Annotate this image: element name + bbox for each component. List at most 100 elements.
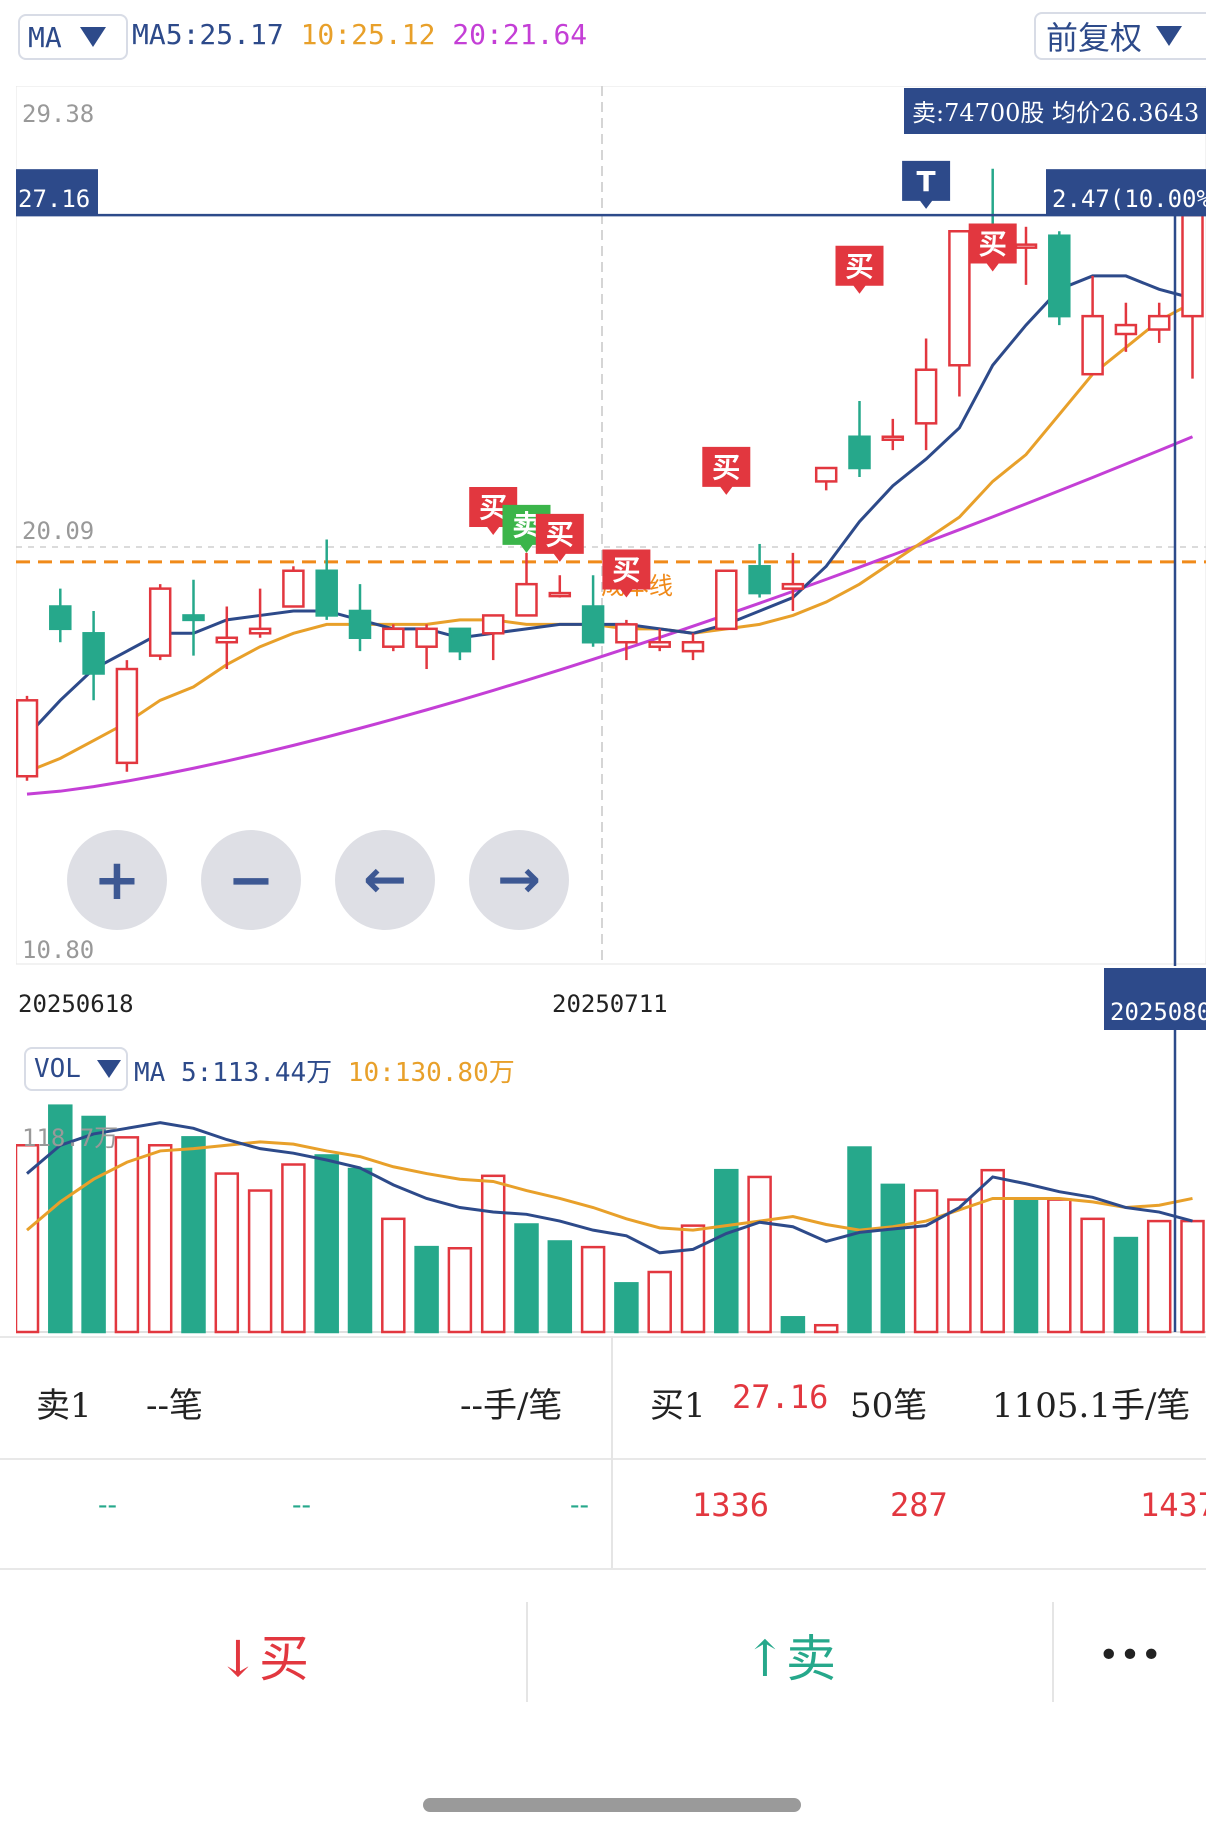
pan-right-button[interactable]: → [469, 830, 569, 930]
ma5-value: MA5:25.17 [132, 18, 284, 51]
buy1-label: 买1 [650, 1386, 706, 1426]
sell-button[interactable]: ↑卖 [744, 1630, 836, 1688]
sell1-count: --笔 [146, 1386, 203, 1426]
volume-bar [347, 1167, 373, 1334]
vol-ma10-line [26, 1140, 1193, 1232]
volume-bar [214, 1172, 240, 1334]
change-box [1046, 169, 1206, 216]
signal-marker [835, 245, 884, 294]
volume-bar [1180, 1219, 1205, 1334]
volume-bar [547, 1240, 573, 1334]
pan-left-button[interactable]: ← [335, 830, 435, 930]
date-label-current: 20250805 [1104, 968, 1206, 1032]
current-price-box [16, 169, 98, 216]
candle-body [348, 609, 372, 640]
volume-bar [480, 1174, 506, 1334]
candle-body [282, 569, 305, 608]
arrow-right-icon: → [497, 850, 541, 910]
volume-bar [16, 1144, 40, 1334]
volume-bar [1047, 1198, 1072, 1334]
trade-tooltip-box [904, 88, 1206, 134]
candle-body [49, 605, 72, 631]
indicator-select[interactable]: MA [18, 14, 128, 60]
candle-body [648, 640, 671, 648]
signal-marker [702, 446, 751, 495]
buy1-price: 27.16 [732, 1378, 829, 1416]
candle-body [948, 230, 971, 367]
volume-bar [314, 1154, 339, 1334]
candle-body [481, 614, 505, 635]
volume-bar [1080, 1217, 1105, 1334]
price-label-bottom: 10.80 [22, 936, 94, 964]
volume-bar [680, 1224, 706, 1334]
candle-body [315, 569, 338, 617]
candle-body [881, 435, 905, 441]
divider [0, 1568, 1206, 1570]
ma-values: MA5:25.17 10:25.12 20:21.64 [132, 18, 587, 51]
candle-body [148, 587, 172, 657]
volume-indicator-select[interactable]: VOL [24, 1047, 128, 1091]
chevron-down-icon [1156, 26, 1183, 46]
signal-marker [902, 160, 951, 209]
sell1-avg: --手/笔 [460, 1386, 563, 1426]
signal-marker-label: 买 [845, 250, 873, 283]
volume-bar [181, 1136, 206, 1334]
volume-bar [1146, 1219, 1172, 1334]
zoom-in-button[interactable]: + [67, 830, 167, 930]
candle-body [382, 627, 405, 648]
candle-body [781, 582, 805, 590]
buy-button[interactable]: ↓买 [217, 1630, 309, 1688]
chart-frame [16, 86, 1206, 965]
ma20-value: 20:21.64 [452, 18, 588, 51]
volume-frame [16, 1030, 1206, 1334]
candle-body [1114, 323, 1138, 336]
volume-bar [381, 1217, 406, 1334]
candle-body [914, 368, 938, 425]
signal-marker-label: 买 [546, 518, 574, 551]
adjust-select[interactable]: 前复权 [1034, 12, 1206, 60]
change-label: 2.47(10.00%) [1052, 185, 1206, 213]
ma20-line [26, 435, 1194, 796]
volume-bar [847, 1146, 872, 1334]
volume-bar [647, 1270, 672, 1334]
candle-body [115, 667, 139, 765]
volume-bar [81, 1115, 106, 1334]
volume-chart[interactable] [16, 1030, 1206, 1340]
ma10-value: 10:25.12 [300, 18, 436, 51]
more-button[interactable]: ••• [1098, 1634, 1162, 1676]
volume-bar [114, 1136, 140, 1334]
price-label-mid: 20.09 [22, 517, 94, 545]
candle-body [82, 632, 105, 675]
buy-detail: 1336 [692, 1486, 770, 1524]
home-indicator[interactable] [423, 1798, 801, 1812]
signal-marker-label: T [917, 165, 936, 198]
sell-detail: -- [570, 1488, 589, 1521]
volume-bar [947, 1198, 972, 1334]
candle-body [681, 640, 705, 653]
indicator-select-label: MA [28, 20, 62, 54]
date-label-mid: 20250711 [552, 990, 668, 1018]
divider [0, 1458, 1206, 1460]
buy-detail: 1437 [1140, 1486, 1206, 1524]
candle-body [748, 565, 771, 595]
volume-bar [580, 1245, 606, 1334]
volume-bar [747, 1175, 772, 1334]
volume-bar [980, 1168, 1005, 1334]
divider [0, 1336, 1206, 1338]
chevron-down-icon [79, 27, 106, 47]
volume-bar [247, 1189, 273, 1334]
signal-marker-label: 买 [712, 451, 740, 484]
candle-body [548, 591, 572, 598]
signal-marker [535, 513, 584, 562]
vol-ma5-line [26, 1121, 1193, 1255]
buy1-count: 50笔 [850, 1386, 928, 1426]
volume-bar [780, 1316, 806, 1334]
zoom-out-button[interactable]: − [201, 830, 301, 930]
adjust-select-label: 前复权 [1046, 19, 1143, 57]
signal-marker [602, 549, 651, 598]
current-price-label: 27.16 [18, 185, 90, 213]
signal-marker [968, 223, 1017, 272]
signal-marker-label: 买 [612, 554, 640, 587]
volume-max-label: 118.7万 [22, 1124, 119, 1152]
